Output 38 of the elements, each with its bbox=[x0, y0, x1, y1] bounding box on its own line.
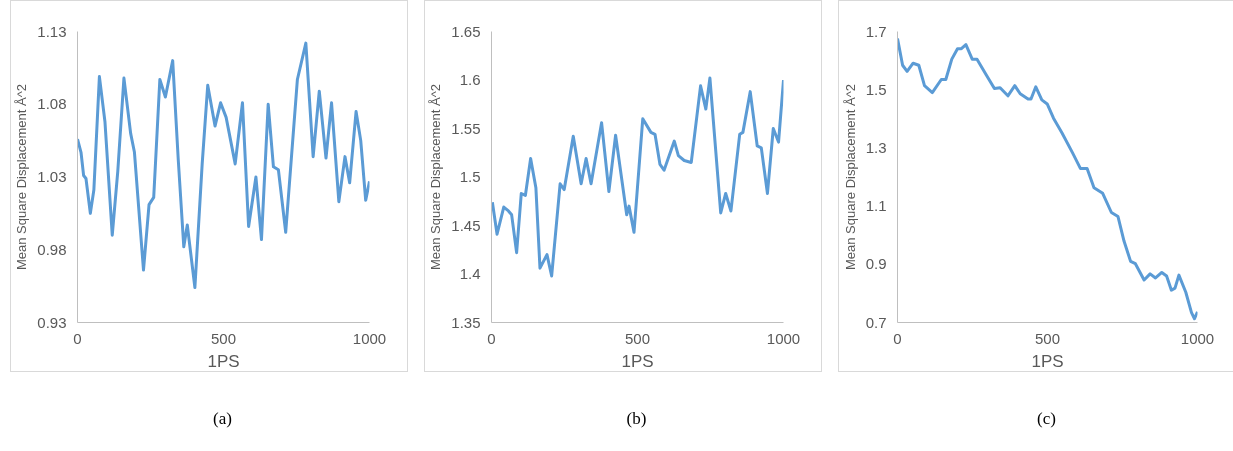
y-tick-label: 1.65 bbox=[451, 22, 481, 40]
y-tick-label: 1.35 bbox=[451, 313, 481, 331]
x-tick-label: 500 bbox=[210, 329, 237, 347]
x-tick-label: 0 bbox=[487, 329, 496, 347]
y-tick-label: 1.55 bbox=[451, 119, 481, 137]
x-axis-title: 1PS bbox=[1031, 351, 1064, 371]
x-axis-title: 1PS bbox=[621, 351, 654, 371]
y-tick-label: 0.93 bbox=[37, 313, 67, 331]
y-axis-title: Mean Square Displacement Å^2 bbox=[842, 83, 858, 271]
line-series bbox=[491, 76, 784, 278]
y-tick-label: 1.5 bbox=[865, 80, 887, 98]
y-tick-label: 1.13 bbox=[37, 22, 67, 40]
y-tick-label: 1.7 bbox=[865, 22, 887, 40]
text: (b) bbox=[626, 408, 647, 428]
x-tick-label: 500 bbox=[624, 329, 651, 347]
y-tick-label: 0.7 bbox=[865, 313, 887, 331]
y-axis-title: Mean Square Displacement Å^2 bbox=[14, 83, 30, 271]
y-tick-label: 1.3 bbox=[865, 138, 887, 156]
x-tick-label: 0 bbox=[893, 329, 902, 347]
y-tick-label: 1.03 bbox=[37, 168, 67, 185]
x-tick-label: 1000 bbox=[766, 329, 801, 347]
text: (a) bbox=[213, 408, 232, 428]
x-axis-title: 1PS bbox=[207, 351, 240, 371]
y-tick-label: 1.5 bbox=[459, 168, 481, 185]
line-series bbox=[77, 41, 370, 290]
x-tick-label: 1000 bbox=[1180, 329, 1215, 347]
x-tick-label: 1000 bbox=[352, 329, 387, 347]
y-tick-label: 1.08 bbox=[37, 95, 67, 113]
y-tick-label: 1.4 bbox=[459, 265, 481, 282]
y-axis-title: Mean Square Displacement Å^2 bbox=[428, 83, 444, 271]
x-tick-label: 500 bbox=[1034, 329, 1061, 347]
y-tick-label: 1.1 bbox=[865, 197, 887, 215]
y-tick-label: 0.9 bbox=[865, 255, 887, 273]
y-tick-label: 1.45 bbox=[451, 216, 481, 234]
y-tick-label: 0.98 bbox=[37, 240, 67, 258]
x-tick-label: 0 bbox=[73, 329, 82, 347]
y-tick-label: 1.6 bbox=[459, 71, 481, 88]
text: (c) bbox=[1037, 408, 1056, 428]
